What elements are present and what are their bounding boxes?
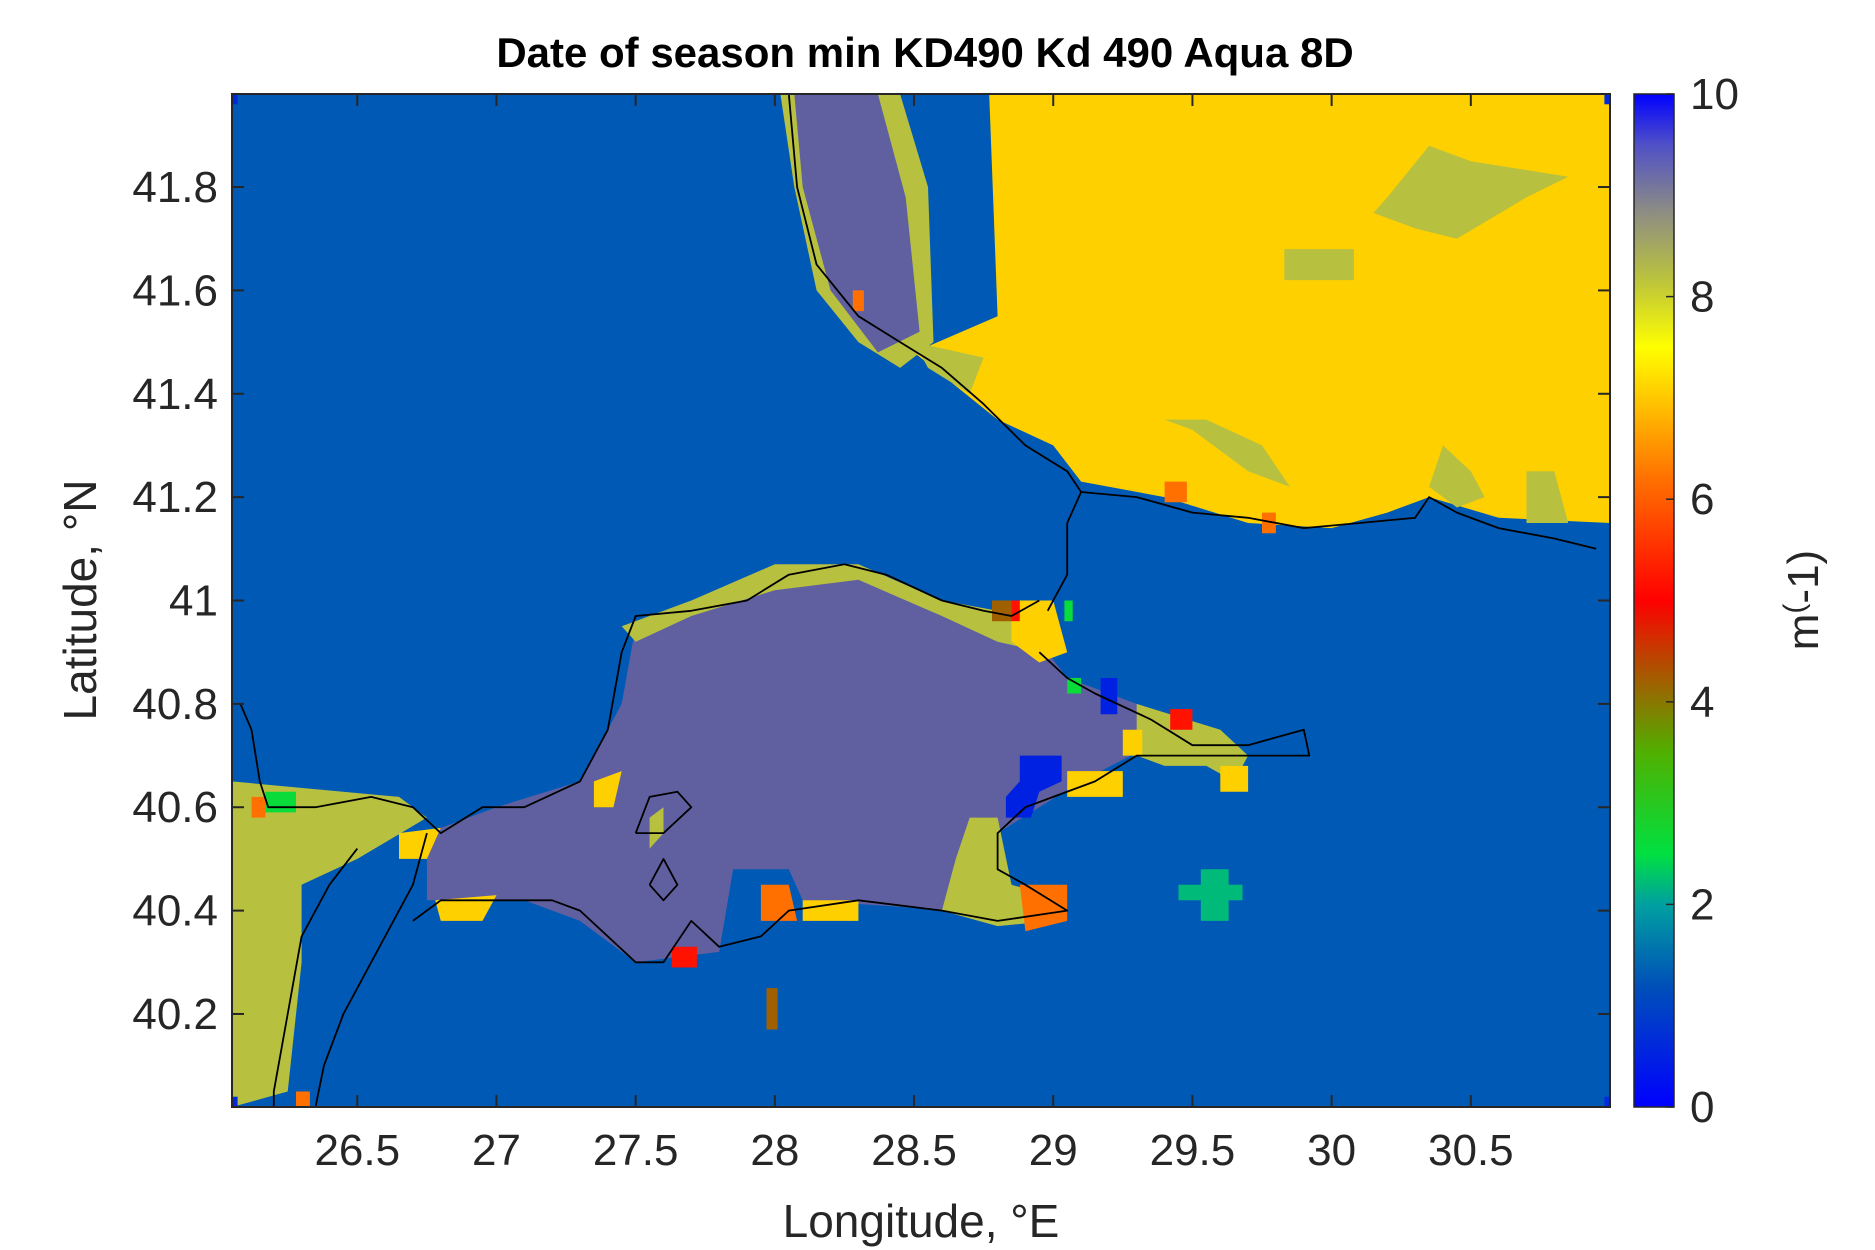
region-28: [251, 796, 266, 818]
colorbar-scale: [1633, 93, 1675, 1108]
y-axis-label: Latitude, °N: [54, 480, 106, 721]
colorbar: 0 2 4 6 8 10 m(-1): [1633, 70, 1828, 1132]
region-36: [1100, 678, 1118, 715]
y-tick-label-4: 41: [169, 577, 218, 626]
x-tick-label-2: 27.5: [593, 1126, 679, 1175]
region-14: [649, 807, 664, 849]
region-40: [1604, 1096, 1610, 1107]
colorbar-ticks: 0 2 4 6 8 10: [1666, 70, 1739, 1132]
region-22: [399, 827, 441, 859]
region-37: [232, 94, 238, 105]
y-axis: 40.2 40.4 40.6 40.8 41 41.2 41.4 41.6 41.8: [132, 163, 1610, 1039]
x-tick-label-4: 28.5: [871, 1126, 957, 1175]
region-5: [914, 342, 984, 394]
region-27: [852, 290, 864, 312]
x-axis: 26.5 27 27.5 28 28.5 29 29.5 30 30.5: [314, 94, 1514, 1175]
region-31: [671, 946, 697, 968]
region-8: [1526, 471, 1569, 523]
coastline-7: [648, 858, 679, 902]
x-axis-label: Longitude, °E: [783, 1195, 1060, 1247]
coastline-0: [787, 94, 1597, 550]
region-30: [1170, 709, 1193, 730]
region-19: [1122, 729, 1143, 756]
region-44: [1178, 869, 1243, 921]
colorbar-label-rest: -1): [1779, 550, 1828, 604]
region-6: [1164, 419, 1290, 487]
y-tick-label-7: 41.6: [132, 266, 218, 315]
x-tick-label-6: 29.5: [1150, 1126, 1236, 1175]
region-4: [1284, 249, 1354, 281]
region-23: [1019, 884, 1068, 932]
region-34: [766, 988, 778, 1030]
region-33: [992, 600, 1012, 622]
colorbar-label-sup: (: [1778, 604, 1811, 614]
colorbar-tick-label-5: 10: [1690, 70, 1739, 119]
region-7: [1429, 445, 1485, 508]
y-tick-label-6: 41.4: [132, 370, 218, 419]
y-tick-label-3: 40.8: [132, 680, 218, 729]
region-43: [1064, 600, 1073, 622]
x-tick-label-0: 26.5: [314, 1126, 400, 1175]
colorbar-tick-label-4: 8: [1690, 273, 1714, 322]
region-41: [265, 791, 296, 813]
plot-area: [231, 93, 1611, 1108]
region-32: [1011, 600, 1020, 622]
region-20: [1220, 765, 1249, 792]
y-tick-label-2: 40.6: [132, 783, 218, 832]
x-tick-label-3: 28: [750, 1126, 799, 1175]
colorbar-tick-label-0: 0: [1690, 1083, 1714, 1132]
colorbar-tick-label-2: 4: [1690, 678, 1714, 727]
region-17: [593, 771, 622, 808]
coastline-2: [239, 563, 1040, 834]
region-2: [794, 94, 920, 353]
coastline-layer: [239, 94, 1597, 1107]
region-35: [1005, 755, 1062, 818]
region-21: [1067, 771, 1123, 797]
region-11: [1136, 703, 1249, 782]
coastline-1: [1046, 491, 1082, 612]
region-26: [1262, 512, 1276, 534]
x-tick-label-5: 29: [1029, 1126, 1078, 1175]
colorbar-tick-label-3: 6: [1690, 475, 1714, 524]
coastline-5: [314, 832, 428, 1107]
region-25: [1164, 481, 1187, 503]
x-tick-label-7: 30: [1307, 1126, 1356, 1175]
coastline-4: [272, 848, 359, 1107]
x-tick-label-1: 27: [472, 1126, 521, 1175]
colorbar-label: m(-1): [1778, 550, 1828, 650]
y-tick-label-5: 41.2: [132, 473, 218, 522]
region-13: [232, 781, 427, 1107]
region-15: [1011, 600, 1068, 663]
region-18: [802, 900, 859, 921]
y-tick-label-0: 40.2: [132, 990, 218, 1039]
x-tick-label-8: 30.5: [1428, 1126, 1514, 1175]
y-tick-label-8: 41.8: [132, 163, 218, 212]
coastline-6: [634, 790, 693, 834]
region-29: [296, 1091, 310, 1107]
region-10: [621, 564, 1045, 653]
region-16: [435, 895, 497, 921]
chart-title: Date of season min KD490 Kd 490 Aqua 8D: [496, 29, 1353, 76]
region-42: [1067, 678, 1082, 694]
y-tick-label-1: 40.4: [132, 887, 218, 936]
region-38: [1604, 94, 1610, 105]
region-layer: [232, 94, 1610, 1107]
colorbar-tick-label-1: 2: [1690, 880, 1714, 929]
region-3: [1373, 145, 1569, 239]
coastline-3: [412, 651, 1311, 964]
colorbar-label-base: m: [1779, 614, 1828, 651]
region-39: [232, 1096, 238, 1107]
